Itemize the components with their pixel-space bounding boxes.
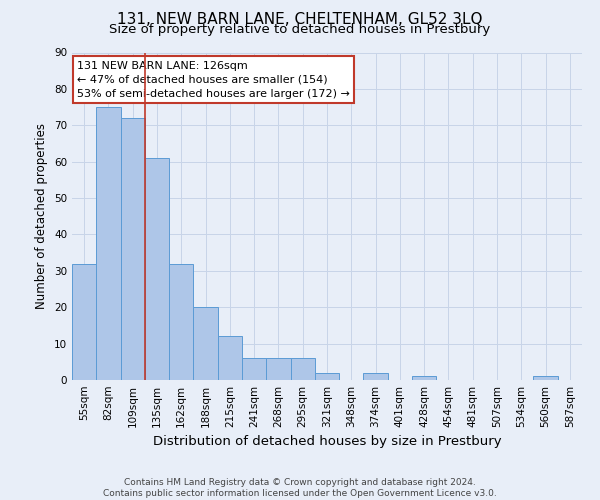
Text: 131, NEW BARN LANE, CHELTENHAM, GL52 3LQ: 131, NEW BARN LANE, CHELTENHAM, GL52 3LQ — [117, 12, 483, 28]
Bar — [533, 376, 558, 380]
Bar — [412, 376, 436, 380]
Text: Size of property relative to detached houses in Prestbury: Size of property relative to detached ho… — [109, 22, 491, 36]
Bar — [96, 107, 121, 380]
Bar — [169, 264, 193, 380]
Text: 131 NEW BARN LANE: 126sqm
← 47% of detached houses are smaller (154)
53% of semi: 131 NEW BARN LANE: 126sqm ← 47% of detac… — [77, 60, 350, 98]
Bar — [218, 336, 242, 380]
Bar — [121, 118, 145, 380]
Bar — [242, 358, 266, 380]
Bar — [315, 372, 339, 380]
Bar — [72, 264, 96, 380]
Bar — [193, 307, 218, 380]
X-axis label: Distribution of detached houses by size in Prestbury: Distribution of detached houses by size … — [152, 436, 502, 448]
Bar — [290, 358, 315, 380]
Text: Contains HM Land Registry data © Crown copyright and database right 2024.
Contai: Contains HM Land Registry data © Crown c… — [103, 478, 497, 498]
Y-axis label: Number of detached properties: Number of detached properties — [35, 123, 49, 309]
Bar — [266, 358, 290, 380]
Bar — [364, 372, 388, 380]
Bar — [145, 158, 169, 380]
